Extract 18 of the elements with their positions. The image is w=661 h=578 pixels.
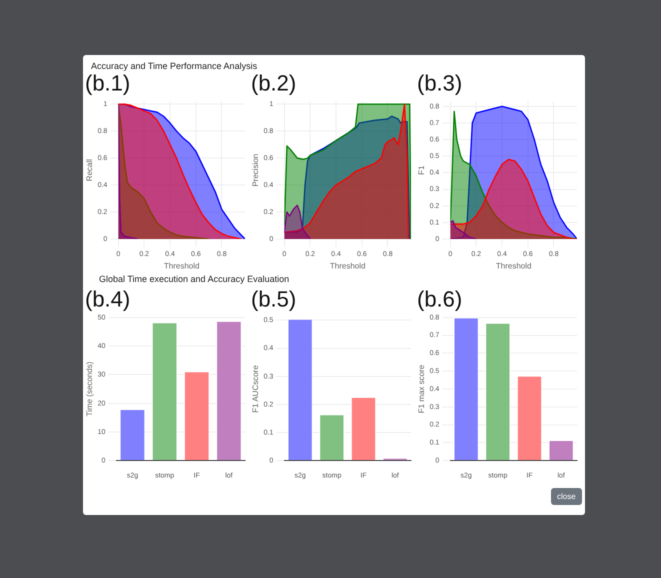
chart-title: (b.6): [417, 286, 462, 312]
y-axis-title: F1: [417, 164, 426, 175]
x-axis-title: Threshold: [330, 261, 366, 270]
x-axis-title: Threshold: [496, 261, 532, 270]
text: Global Time execution and Accuracy Evaluation: [99, 274, 290, 284]
x-axis-title: Threshold: [164, 261, 200, 270]
y-axis-title: Recall: [85, 158, 94, 182]
text: close: [551, 488, 582, 505]
y-axis-title: F1 AUCscore: [251, 364, 260, 413]
y-axis-title: F1 max score: [417, 364, 426, 414]
chart-title: (b.5): [251, 286, 296, 312]
y-axis-title: Time (seconds): [85, 361, 94, 416]
text: Accuracy and Time Performance Analysis: [91, 61, 258, 71]
chart-title: (b.2): [251, 70, 296, 96]
chart-title: (b.1): [85, 70, 130, 96]
chart-title: (b.4): [85, 286, 130, 312]
chart-title: (b.3): [417, 70, 462, 96]
y-axis-title: Precision: [251, 154, 260, 187]
